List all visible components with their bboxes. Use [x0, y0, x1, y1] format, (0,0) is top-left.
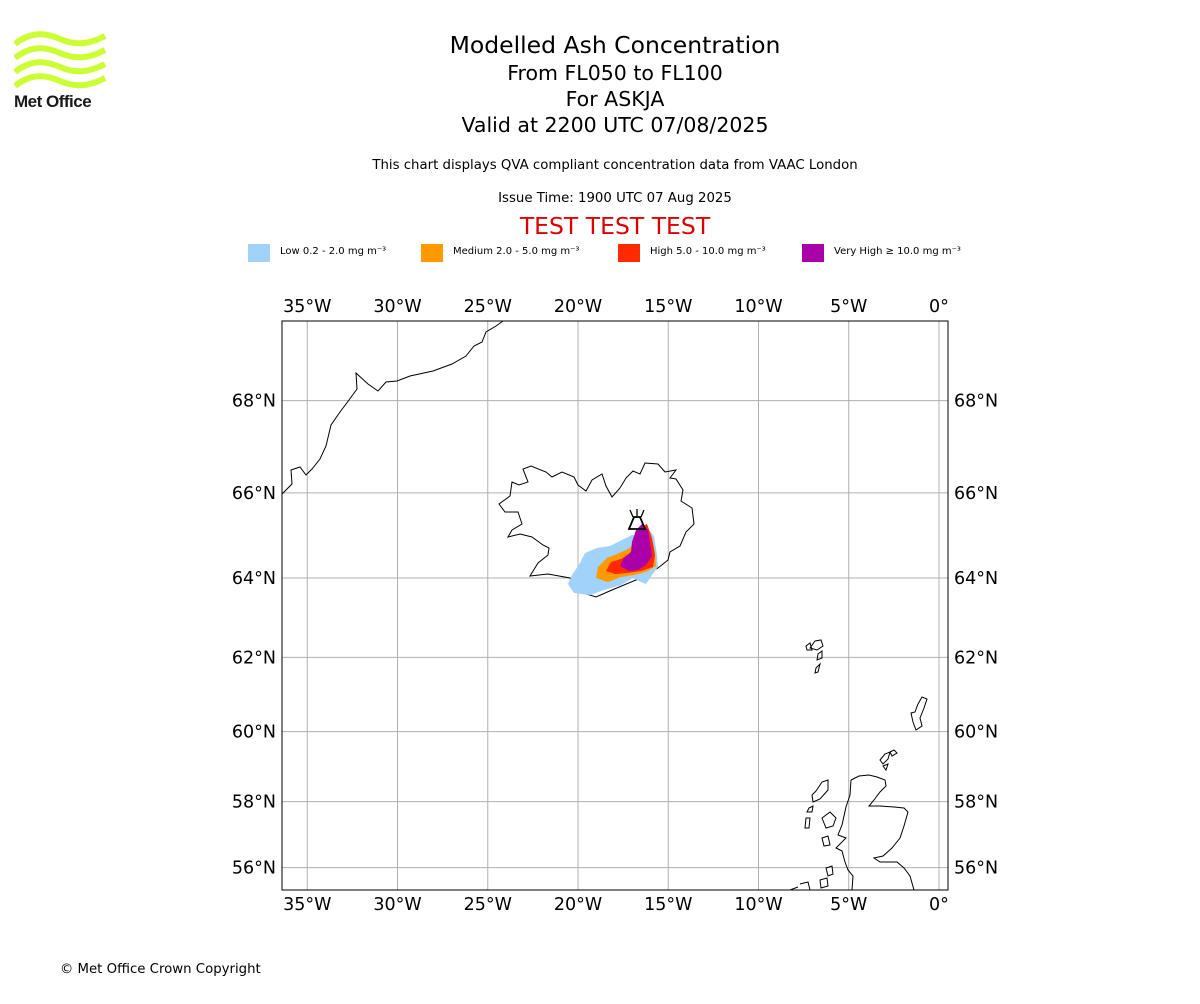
volcano-icon	[627, 509, 647, 530]
ash-area-very-high	[620, 524, 652, 571]
longitude-tick-label-top: 15°W	[644, 297, 692, 317]
map-frame	[281, 320, 949, 891]
coastlines	[282, 321, 928, 890]
longitude-tick-label-bottom: 20°W	[554, 895, 602, 915]
longitude-tick-label-top: 30°W	[373, 297, 421, 317]
longitude-tick-label-top: 0°	[929, 297, 949, 317]
level-range: From FL050 to FL100	[507, 61, 723, 85]
coastline-greenland	[282, 321, 504, 495]
chart-header: Modelled Ash Concentration From FL050 to…	[215, 30, 1015, 138]
latitude-tick-label-left: 58°N	[232, 793, 276, 813]
coastline-skye	[821, 811, 837, 847]
latitude-tick-label-left: 62°N	[232, 648, 276, 668]
latitude-tick-label-right: 58°N	[954, 793, 998, 813]
longitude-tick-label-bottom: 0°	[929, 895, 949, 915]
coastline-hebrides	[804, 779, 829, 829]
latitude-tick-label-right: 64°N	[954, 569, 998, 589]
coastline-shetland	[910, 696, 928, 731]
test-banner: TEST TEST TEST	[519, 212, 711, 240]
latitude-tick-label-left: 68°N	[232, 392, 276, 412]
latitude-tick-label-left: 64°N	[232, 569, 276, 589]
coastline-scotland	[835, 774, 915, 890]
volcano-name: For ASKJA	[565, 87, 665, 111]
coastline-faroe	[805, 639, 824, 674]
latitude-tick-label-left: 60°N	[232, 723, 276, 743]
chart-title: Modelled Ash Concentration	[449, 31, 781, 59]
latitude-tick-label-right: 68°N	[954, 392, 998, 412]
legend-swatch-medium	[421, 244, 443, 262]
latitude-tick-label-right: 66°N	[954, 484, 998, 504]
latitude-tick-label-right: 62°N	[954, 648, 998, 668]
met-office-logo: Met Office	[13, 30, 110, 114]
map-gridlines	[282, 321, 948, 890]
latitude-tick-label-left: 66°N	[232, 484, 276, 504]
latitude-tick-label-right: 60°N	[954, 723, 998, 743]
longitude-tick-label-bottom: 15°W	[644, 895, 692, 915]
valid-time: Valid at 2200 UTC 07/08/2025	[461, 113, 769, 137]
legend-label-low: Low 0.2 - 2.0 mg m⁻³	[280, 246, 387, 257]
longitude-tick-label-top: 35°W	[283, 297, 331, 317]
copyright-notice: © Met Office Crown Copyright	[60, 962, 261, 977]
legend-swatch-high	[618, 244, 640, 262]
latitude-tick-label-right: 56°N	[954, 859, 998, 879]
met-office-waves-icon	[13, 31, 107, 89]
legend-label-high: High 5.0 - 10.0 mg m⁻³	[650, 246, 766, 257]
longitude-tick-label-bottom: 30°W	[373, 895, 421, 915]
legend-label-very-high: Very High ≥ 10.0 mg m⁻³	[834, 246, 961, 257]
ash-plume	[568, 524, 658, 595]
longitude-tick-label-bottom: 5°W	[830, 895, 867, 915]
coastline-iceland	[498, 462, 695, 598]
legend-swatch-low	[248, 244, 270, 262]
longitude-tick-label-top: 5°W	[830, 297, 867, 317]
longitude-tick-label-top: 20°W	[554, 297, 602, 317]
map-tick-labels: 35°W 35°W 30°W 30°W 25°W 25°W 20°W 20°W 15°W 15°W…	[232, 297, 998, 915]
latitude-tick-label-left: 56°N	[232, 859, 276, 879]
issue-time: Issue Time: 1900 UTC 07 Aug 2025	[498, 191, 732, 206]
logo-text: Met Office	[14, 92, 92, 111]
legend-swatch-very-high	[802, 244, 824, 262]
coastline-orkney	[879, 749, 898, 772]
longitude-tick-label-bottom: 25°W	[464, 895, 512, 915]
longitude-tick-label-top: 10°W	[734, 297, 782, 317]
longitude-tick-label-bottom: 35°W	[283, 895, 331, 915]
longitude-tick-label-bottom: 10°W	[734, 895, 782, 915]
chart-description: This chart displays QVA compliant concen…	[372, 158, 858, 173]
legend-label-medium: Medium 2.0 - 5.0 mg m⁻³	[453, 246, 580, 257]
longitude-tick-label-top: 25°W	[464, 297, 512, 317]
coastline-arran-islay	[789, 865, 834, 890]
